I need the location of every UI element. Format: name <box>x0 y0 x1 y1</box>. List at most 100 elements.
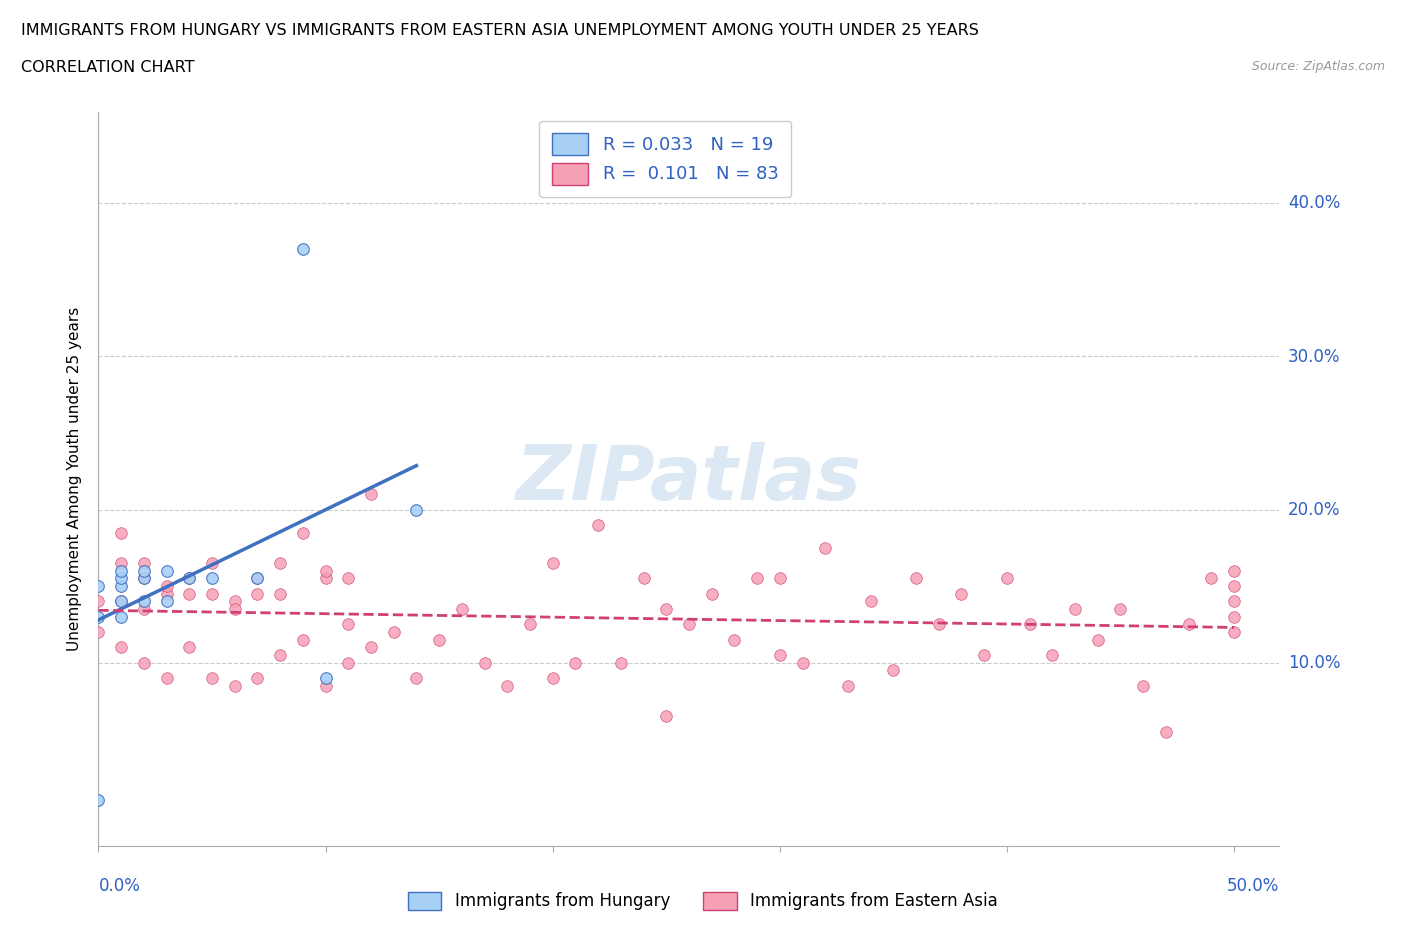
Point <box>973 647 995 662</box>
Point <box>132 564 155 578</box>
Point <box>950 586 973 601</box>
Point <box>337 617 360 631</box>
Point <box>792 656 814 671</box>
Point <box>1223 609 1246 624</box>
Point <box>87 625 110 640</box>
Point <box>1064 602 1087 617</box>
Point <box>201 671 224 685</box>
Point <box>110 556 132 571</box>
Y-axis label: Unemployment Among Youth under 25 years: Unemployment Among Youth under 25 years <box>67 307 83 651</box>
Point <box>155 578 177 593</box>
Point <box>132 602 155 617</box>
Point <box>291 242 314 257</box>
Point <box>769 571 792 586</box>
Point <box>859 594 882 609</box>
Point <box>246 571 269 586</box>
Point <box>110 571 132 586</box>
Point <box>360 640 382 655</box>
Point <box>769 647 792 662</box>
Text: 50.0%: 50.0% <box>1227 877 1279 895</box>
Point <box>110 564 132 578</box>
Point <box>155 594 177 609</box>
Point <box>132 656 155 671</box>
Point <box>1223 625 1246 640</box>
Point <box>700 586 723 601</box>
Point <box>315 571 337 586</box>
Point <box>610 656 633 671</box>
Point <box>246 586 269 601</box>
Point <box>1154 724 1177 739</box>
Point <box>995 571 1018 586</box>
Point <box>1223 564 1246 578</box>
Point <box>905 571 928 586</box>
Point <box>427 632 450 647</box>
Point <box>201 586 224 601</box>
Text: ZIPatlas: ZIPatlas <box>516 442 862 516</box>
Point <box>474 656 496 671</box>
Point <box>110 594 132 609</box>
Point <box>1201 571 1223 586</box>
Point <box>382 625 405 640</box>
Point <box>928 617 950 631</box>
Point <box>360 486 382 501</box>
Text: 40.0%: 40.0% <box>1288 194 1340 212</box>
Point <box>179 571 201 586</box>
Point <box>179 640 201 655</box>
Point <box>224 602 246 617</box>
Point <box>678 617 700 631</box>
Text: CORRELATION CHART: CORRELATION CHART <box>21 60 194 75</box>
Point <box>110 594 132 609</box>
Text: 10.0%: 10.0% <box>1288 654 1340 671</box>
Point <box>1177 617 1199 631</box>
Point <box>1040 647 1063 662</box>
Point <box>269 647 291 662</box>
Text: 20.0%: 20.0% <box>1288 500 1340 519</box>
Point <box>132 571 155 586</box>
Point <box>291 632 314 647</box>
Point <box>337 571 360 586</box>
Point <box>179 571 201 586</box>
Point <box>541 671 564 685</box>
Point <box>1223 594 1246 609</box>
Legend: Immigrants from Hungary, Immigrants from Eastern Asia: Immigrants from Hungary, Immigrants from… <box>402 885 1004 917</box>
Point <box>110 525 132 540</box>
Point <box>87 578 110 593</box>
Point <box>633 571 655 586</box>
Point <box>224 594 246 609</box>
Point <box>814 540 837 555</box>
Point <box>882 663 904 678</box>
Point <box>564 656 586 671</box>
Legend: R = 0.033   N = 19, R =  0.101   N = 83: R = 0.033 N = 19, R = 0.101 N = 83 <box>540 121 792 197</box>
Point <box>496 678 519 693</box>
Point <box>315 678 337 693</box>
Point <box>1109 602 1132 617</box>
Point <box>315 564 337 578</box>
Point <box>110 640 132 655</box>
Point <box>405 502 427 517</box>
Point <box>155 564 177 578</box>
Point <box>87 594 110 609</box>
Point <box>246 571 269 586</box>
Point <box>201 571 224 586</box>
Point <box>269 586 291 601</box>
Point <box>224 678 246 693</box>
Point <box>450 602 472 617</box>
Point <box>246 671 269 685</box>
Point <box>1087 632 1109 647</box>
Point <box>745 571 768 586</box>
Point <box>541 556 564 571</box>
Text: Source: ZipAtlas.com: Source: ZipAtlas.com <box>1251 60 1385 73</box>
Point <box>723 632 745 647</box>
Point <box>132 556 155 571</box>
Text: 30.0%: 30.0% <box>1288 348 1340 365</box>
Point <box>155 586 177 601</box>
Point <box>132 594 155 609</box>
Text: 0.0%: 0.0% <box>98 877 141 895</box>
Point <box>405 671 427 685</box>
Point <box>291 525 314 540</box>
Point <box>1018 617 1040 631</box>
Point <box>87 609 110 624</box>
Point <box>519 617 541 631</box>
Point <box>1223 578 1246 593</box>
Point <box>315 671 337 685</box>
